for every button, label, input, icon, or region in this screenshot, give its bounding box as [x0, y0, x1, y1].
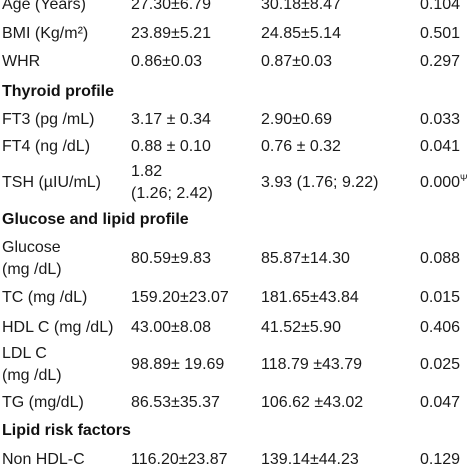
p-value: 0.000Ψ	[420, 173, 468, 192]
group1-value: 43.00±8.08	[131, 319, 211, 336]
group1-value: 98.89± 19.69	[131, 356, 225, 373]
group2-value: 30.18±8.47	[261, 0, 341, 13]
row-label: TC (mg /dL)	[2, 289, 88, 306]
row-label: (mg /dL)	[2, 367, 62, 384]
row-label: BMI (Kg/m²)	[2, 25, 89, 42]
row-label: Non HDL-C	[2, 451, 85, 468]
row-label: TSH (µIU/mL)	[2, 174, 101, 191]
group1-value: 86.53±35.37	[131, 394, 220, 411]
group1-value: 116.20±23.87	[131, 451, 228, 468]
row-label: FT3 (pg /mL)	[2, 111, 95, 128]
group2-value: 106.62 ±43.02	[261, 394, 364, 411]
group2-value: 0.87±0.03	[261, 53, 333, 70]
p-value: 0.025	[420, 356, 461, 373]
group1-value: 3.17 ± 0.34	[131, 111, 211, 128]
section-heading: Lipid risk factors	[2, 422, 131, 439]
group1-value: 1.82	[131, 163, 163, 180]
p-value: 0.047	[420, 394, 461, 411]
p-value: 0.088	[420, 250, 461, 267]
group2-value: 3.93 (1.76; 9.22)	[261, 174, 379, 191]
row-label: FT4 (ng /dL)	[2, 138, 91, 155]
group1-value: 159.20±23.07	[131, 289, 229, 306]
row-label: Glucose	[2, 239, 61, 256]
group1-value: 0.88 ± 0.10	[131, 138, 211, 155]
p-value: 0.104	[420, 0, 461, 13]
p-value: 0.129	[420, 451, 461, 468]
p-value: 0.297	[420, 53, 461, 70]
group1-value: 0.86±0.03	[131, 53, 203, 70]
group1-value: 23.89±5.21	[131, 25, 211, 42]
group2-value: 118.79 ±43.79	[261, 356, 363, 373]
p-value: 0.015	[420, 289, 461, 306]
row-label: (mg /dL)	[2, 261, 62, 278]
row-label: LDL C	[2, 345, 47, 362]
p-value: 0.033	[420, 111, 461, 128]
section-heading: Glucose and lipid profile	[2, 211, 189, 228]
section-heading: Thyroid profile	[2, 83, 114, 100]
p-value: 0.501	[420, 25, 461, 42]
group2-value: 139.14±44.23	[261, 451, 359, 468]
p-value: 0.406	[420, 319, 461, 336]
group1-value: (1.26; 2.42)	[131, 185, 213, 202]
p-value: 0.041	[420, 138, 461, 155]
group2-value: 2.90±0.69	[261, 111, 333, 128]
group1-value: 27.30±6.79	[131, 0, 211, 13]
row-label: Age (Years)	[2, 0, 86, 13]
footnote-mark: Ψ	[460, 173, 468, 183]
group2-value: 181.65±43.84	[261, 289, 359, 306]
group1-value: 80.59±9.83	[131, 250, 211, 267]
group2-value: 41.52±5.90	[261, 319, 341, 336]
row-label: WHR	[2, 53, 41, 70]
group2-value: 24.85±5.14	[261, 25, 341, 42]
group2-value: 85.87±14.30	[261, 250, 350, 267]
group2-value: 0.76 ± 0.32	[261, 138, 341, 155]
row-label: HDL C (mg /dL)	[2, 319, 114, 336]
row-label: TG (mg/dL)	[2, 394, 84, 411]
